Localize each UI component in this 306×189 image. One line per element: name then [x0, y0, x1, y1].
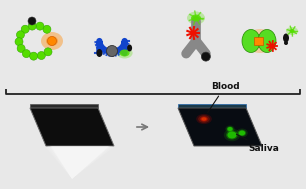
Ellipse shape: [44, 48, 52, 56]
Ellipse shape: [196, 114, 212, 124]
Ellipse shape: [41, 32, 63, 50]
Ellipse shape: [201, 117, 207, 121]
Polygon shape: [30, 108, 114, 146]
Ellipse shape: [30, 52, 38, 60]
Text: Saliva: Saliva: [237, 134, 279, 153]
Polygon shape: [51, 146, 109, 179]
Ellipse shape: [17, 44, 25, 52]
Ellipse shape: [227, 127, 233, 131]
Ellipse shape: [224, 129, 240, 141]
Ellipse shape: [245, 29, 275, 53]
Ellipse shape: [36, 22, 44, 30]
Ellipse shape: [21, 25, 29, 33]
FancyBboxPatch shape: [254, 37, 263, 45]
Polygon shape: [43, 146, 117, 179]
Ellipse shape: [28, 17, 36, 25]
Ellipse shape: [270, 44, 274, 48]
Ellipse shape: [198, 115, 210, 123]
Ellipse shape: [43, 25, 51, 33]
Ellipse shape: [258, 29, 276, 53]
Ellipse shape: [225, 125, 235, 133]
Ellipse shape: [15, 38, 23, 46]
Ellipse shape: [201, 52, 210, 61]
Ellipse shape: [286, 27, 298, 35]
Ellipse shape: [239, 130, 245, 136]
Ellipse shape: [284, 41, 288, 45]
Polygon shape: [30, 104, 98, 108]
Ellipse shape: [187, 12, 205, 25]
Ellipse shape: [227, 132, 237, 139]
Ellipse shape: [117, 47, 132, 59]
Polygon shape: [178, 104, 246, 108]
Ellipse shape: [120, 50, 130, 57]
Ellipse shape: [283, 33, 289, 43]
Ellipse shape: [47, 36, 57, 46]
Polygon shape: [47, 146, 113, 179]
Ellipse shape: [46, 36, 58, 46]
Ellipse shape: [106, 46, 118, 57]
Ellipse shape: [238, 130, 246, 136]
Ellipse shape: [22, 50, 30, 58]
Ellipse shape: [127, 44, 132, 51]
Ellipse shape: [191, 15, 201, 22]
Ellipse shape: [96, 49, 103, 57]
Text: Blood: Blood: [207, 82, 239, 113]
Polygon shape: [178, 108, 262, 146]
Ellipse shape: [17, 31, 24, 39]
Ellipse shape: [191, 31, 195, 35]
Ellipse shape: [236, 129, 248, 138]
Ellipse shape: [227, 126, 233, 132]
Ellipse shape: [242, 29, 260, 53]
Polygon shape: [45, 146, 115, 179]
Ellipse shape: [226, 130, 238, 139]
Ellipse shape: [289, 29, 294, 33]
Ellipse shape: [200, 116, 208, 122]
Ellipse shape: [28, 22, 36, 30]
Polygon shape: [50, 146, 110, 179]
Ellipse shape: [37, 52, 45, 60]
